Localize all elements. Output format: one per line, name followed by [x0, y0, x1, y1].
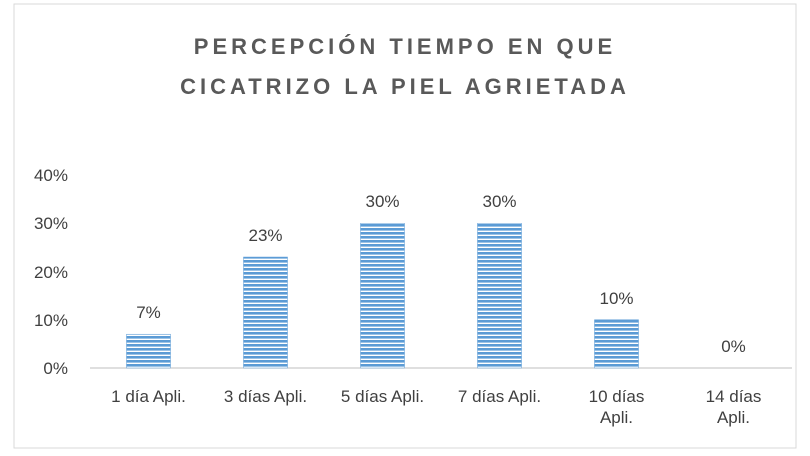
chart-title: PERCEPCIÓN TIEMPO EN QUE	[193, 34, 617, 59]
y-tick-label: 30%	[33, 214, 68, 234]
bar	[126, 333, 171, 369]
bar	[243, 256, 288, 369]
data-label: 10%	[599, 288, 634, 308]
x-tick-label: 1 día Apli.	[111, 387, 186, 406]
y-tick-label: 10%	[33, 310, 68, 330]
bar	[594, 319, 639, 369]
y-tick-label: 40%	[33, 166, 68, 185]
bar	[360, 223, 405, 369]
chart-border	[13, 3, 797, 449]
chart-title: CICATRIZO LA PIEL AGRIETADA	[180, 74, 630, 99]
data-label: 7%	[136, 303, 161, 323]
x-tick-label: 5 días Apli.	[340, 387, 425, 406]
data-label: 30%	[482, 192, 517, 212]
data-label: 30%	[365, 192, 400, 212]
x-tick-label: 10 días Apli.	[588, 387, 645, 427]
y-tick-label: 0%	[43, 359, 68, 378]
x-tick-label: 14 días Apli.	[705, 387, 762, 427]
data-label: 23%	[248, 226, 283, 246]
data-label: 0%	[721, 337, 746, 356]
y-tick-label: 20%	[33, 262, 68, 282]
bar	[477, 223, 522, 369]
x-tick-label: 7 días Apli.	[457, 387, 542, 406]
x-tick-label: 3 días Apli.	[223, 387, 308, 406]
